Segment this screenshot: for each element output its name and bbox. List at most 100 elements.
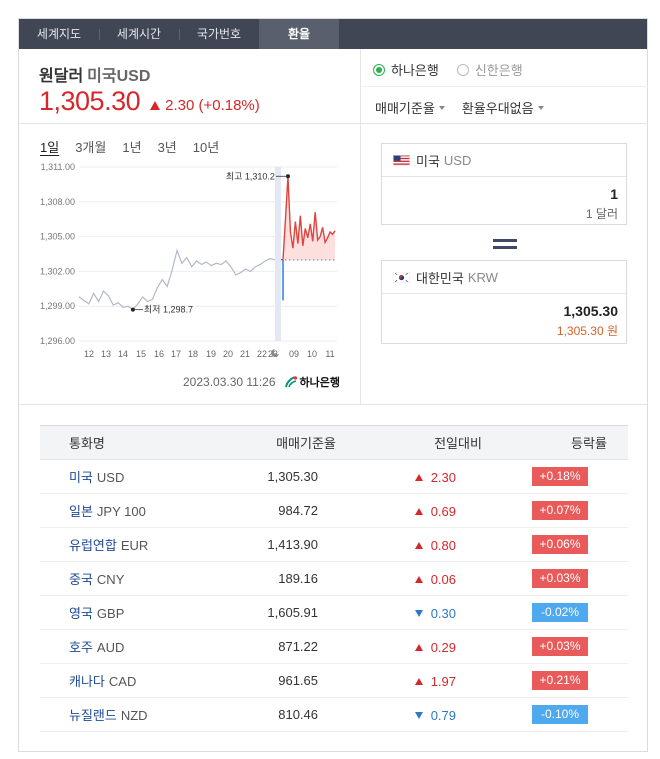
divider [19, 404, 647, 405]
change-pct-cell: +0.18% [456, 467, 608, 486]
x-tick-label: 09 [289, 349, 299, 359]
change-value-wrap: 0.80 [318, 538, 456, 553]
caret-down-icon [537, 105, 544, 110]
change-value-wrap: 1.97 [318, 674, 456, 689]
bank-option-hana[interactable]: 하나은행 [373, 60, 439, 79]
today-area [283, 176, 335, 260]
table-row[interactable]: 캐나다 CAD 961.65 1.97 +0.21% [40, 664, 628, 698]
x-tick-label: 22 [257, 349, 267, 359]
x-tick-label: 15 [136, 349, 146, 359]
currency-name-link[interactable]: 뉴질랜드 [69, 708, 117, 723]
from-amount-text: 1 달러 [585, 207, 618, 221]
converter-to-header[interactable]: 대한민국 KRW [382, 261, 626, 294]
up-arrow-icon [414, 473, 423, 481]
change-cell: 0.06 [318, 571, 456, 587]
caret-down-icon [438, 105, 445, 110]
change-pct-badge: +0.07% [532, 501, 588, 520]
period-3y[interactable]: 3년 [157, 140, 177, 155]
base-rate-cell: 1,413.90 [267, 537, 318, 552]
change-cell: 0.30 [318, 605, 456, 621]
col-currency-name: 통화명 [69, 436, 105, 451]
currency-name-link[interactable]: 호주 [69, 640, 93, 655]
currency-cell: 미국 USD [40, 467, 200, 486]
change-pct-badge: +0.21% [532, 671, 588, 690]
converter-from-box[interactable]: 미국 USD 1 1 달러 [381, 143, 627, 225]
period-1y[interactable]: 1년 [122, 140, 142, 155]
currency-code: AUD [96, 640, 125, 655]
change-pct-cell: -0.10% [456, 705, 608, 724]
x-tick-label: 18 [188, 349, 198, 359]
bank-option-shinhan[interactable]: 신한은행 [456, 60, 523, 79]
tab-country-code[interactable]: 국가번호 [179, 19, 259, 49]
rate-type-dropdown[interactable]: 매매기준율 [375, 98, 445, 117]
usa-flag-icon [393, 154, 410, 166]
currency-name-link[interactable]: 중국 [69, 572, 93, 587]
hana-bank-logo: 하나은행 [284, 374, 340, 390]
vertical-divider [360, 49, 361, 404]
converter-from-body[interactable]: 1 1 달러 [382, 177, 626, 222]
exchange-rate-chart[interactable]: 1,311.00 1,308.00 1,305.00 1,302.00 1,299.00… [19, 159, 359, 364]
base-rate-cell: 871.22 [278, 639, 318, 654]
table-row[interactable]: 유럽연합 EUR 1,413.90 0.80 +0.06% [40, 528, 628, 562]
up-arrow-icon [414, 575, 423, 583]
change-value: 2.30 [430, 469, 456, 485]
currency-name-link[interactable]: 영국 [69, 606, 93, 621]
table-row[interactable]: 호주 AUD 871.22 0.29 +0.03% [40, 630, 628, 664]
change-value: 0.69 [430, 503, 456, 519]
tab-world-map[interactable]: 세계지도 [36, 27, 82, 41]
up-arrow-icon [150, 101, 161, 110]
change-pct-badge: -0.02% [532, 603, 588, 622]
tab-world-time[interactable]: 세계시간 [99, 19, 179, 49]
from-amount-input[interactable]: 1 [610, 186, 618, 202]
change-value-wrap: 0.69 [318, 504, 456, 519]
currency-code: JPY 100 [96, 504, 146, 519]
chart-footer: 2023.03.30 11:26 하나은행 [183, 374, 340, 390]
converter-from-header[interactable]: 미국 USD [382, 144, 626, 177]
currency-code: EUR [120, 538, 149, 553]
converter-to-box[interactable]: 대한민국 KRW 1,305.30 1,305.30 원 [381, 260, 627, 344]
table-header: 통화명 매매기준율 전일대비 등락률 [40, 425, 628, 460]
table-row[interactable]: 중국 CNY 189.16 0.06 +0.03% [40, 562, 628, 596]
change-value: 0.80 [430, 537, 456, 553]
tab-exchange-rate[interactable]: 환율 [259, 19, 339, 49]
period-tabs: 1일 3개월 1년 3년 10년 [40, 137, 235, 156]
bank-label: 하나은행 [391, 63, 439, 78]
currency-name-link[interactable]: 유럽연합 [69, 538, 117, 553]
x-tick-label: 14 [118, 349, 128, 359]
change-value: 0.06 [430, 571, 456, 587]
y-tick-label: 1,308.00 [40, 197, 75, 207]
table-row[interactable]: 일본 JPY 100 984.72 0.69 +0.07% [40, 494, 628, 528]
period-3m[interactable]: 3개월 [75, 140, 107, 155]
session-separator [275, 167, 281, 341]
preferential-rate-dropdown[interactable]: 환율우대없음 [462, 98, 544, 117]
down-arrow-icon [414, 711, 423, 719]
to-country: 대한민국 [416, 270, 464, 286]
base-rate-cell: 189.16 [278, 571, 318, 586]
divider [361, 86, 648, 87]
period-1d[interactable]: 1일 [40, 140, 60, 155]
currency-code: CAD [108, 674, 137, 689]
change-pct-cell: +0.06% [456, 535, 608, 554]
table-row[interactable]: 미국 USD 1,305.30 2.30 +0.18% [40, 460, 628, 494]
x-tick-label: 10 [307, 349, 317, 359]
currency-name-link[interactable]: 일본 [69, 504, 93, 519]
change-pct-badge: +0.06% [532, 535, 588, 554]
period-10y[interactable]: 10년 [192, 140, 220, 155]
radio-unselected-icon[interactable] [456, 63, 469, 76]
up-arrow-icon [414, 541, 423, 549]
radio-selected-icon[interactable] [373, 63, 385, 76]
y-tick-label: 1,302.00 [40, 266, 75, 276]
converter-to-body[interactable]: 1,305.30 1,305.30 원 [382, 294, 626, 339]
currency-name-link[interactable]: 캐나다 [69, 674, 105, 689]
equals-icon [493, 246, 517, 249]
base-rate-cell: 984.72 [278, 503, 318, 518]
rate-type-label: 매매기준율 [375, 101, 435, 116]
currency-name-link[interactable]: 미국 [69, 470, 93, 485]
table-row[interactable]: 영국 GBP 1,605.91 0.30 -0.02% [40, 596, 628, 630]
change-pct-cell: +0.07% [456, 501, 608, 520]
to-amount-input[interactable]: 1,305.30 [563, 303, 619, 319]
current-price: 1,305.30 [39, 86, 141, 116]
table-row[interactable]: 뉴질랜드 NZD 810.46 0.79 -0.10% [40, 698, 628, 732]
y-tick-label: 1,299.00 [40, 301, 75, 311]
change-value-wrap: 2.30 [318, 470, 456, 485]
